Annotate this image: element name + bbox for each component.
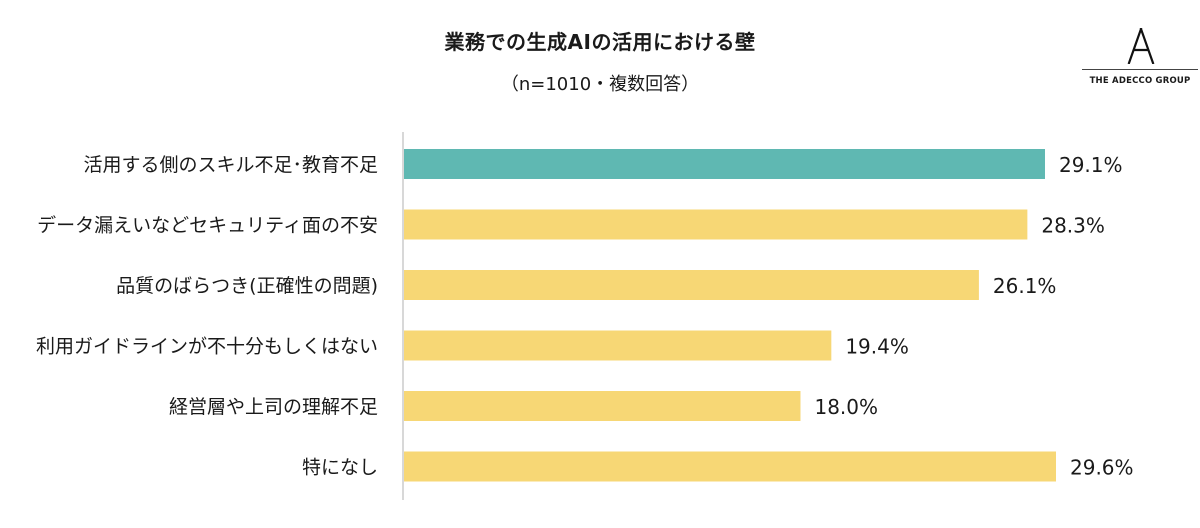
chart-title: 業務での生成AIの活用における壁 xyxy=(444,30,756,54)
logo-text: THE ADECCO GROUP xyxy=(1089,76,1191,86)
adecco-a-logo-icon xyxy=(1127,28,1155,64)
value-label: 29.6% xyxy=(1070,456,1134,480)
category-label: 活用する側のスキル不足･教育不足 xyxy=(83,154,378,176)
category-label: データ漏えいなどセキュリティ面の不安 xyxy=(37,215,378,237)
value-label: 29.1% xyxy=(1059,153,1123,177)
logo-divider xyxy=(1082,69,1198,70)
bar xyxy=(404,451,1056,482)
value-label: 28.3% xyxy=(1041,214,1105,238)
category-label: 利用ガイドラインが不十分もしくはない xyxy=(36,336,378,358)
bar xyxy=(404,149,1045,179)
bar xyxy=(404,391,801,421)
bar xyxy=(404,330,832,361)
chart-subtitle: （n=1010・複数回答） xyxy=(500,74,700,95)
bar xyxy=(404,270,979,300)
category-label: 経営層や上司の理解不足 xyxy=(169,396,378,418)
category-label: 品質のばらつき(正確性の問題) xyxy=(116,275,378,297)
value-label: 18.0% xyxy=(814,395,878,419)
category-label: 特になし xyxy=(302,457,378,479)
value-label: 19.4% xyxy=(845,335,909,359)
brand-logo: THE ADECCO GROUP xyxy=(1082,28,1198,90)
bar xyxy=(404,209,1028,240)
value-label: 26.1% xyxy=(993,274,1057,298)
